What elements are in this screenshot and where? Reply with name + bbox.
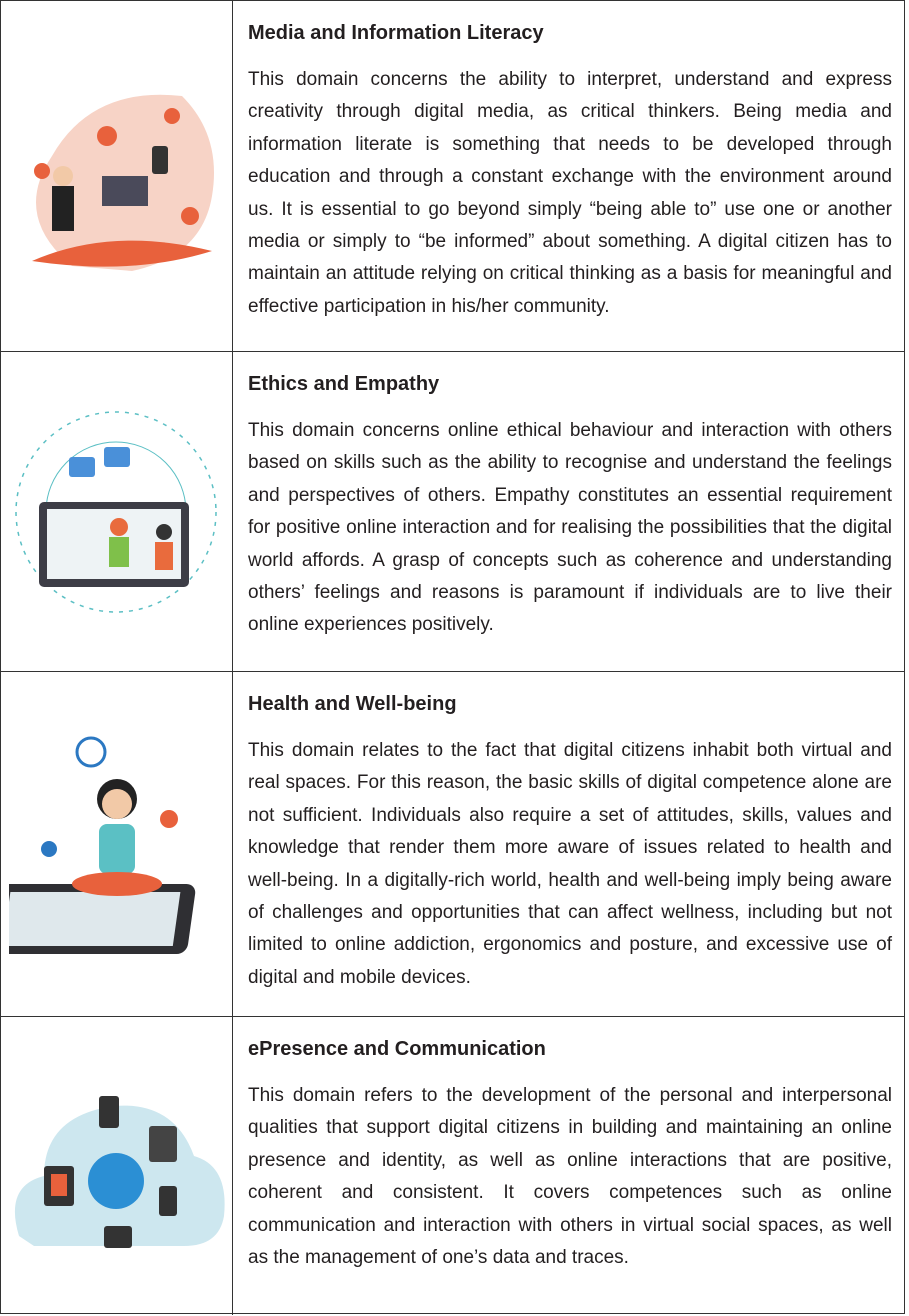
epresence-illustration [14, 1096, 225, 1248]
laptop [101, 176, 148, 206]
illustration-cell [1, 352, 233, 671]
domain-text: This domain concerns the ability to inte… [248, 69, 892, 317]
icon [180, 207, 199, 225]
globe [88, 1153, 144, 1209]
bubble [104, 446, 130, 467]
icon [96, 126, 117, 146]
phone [99, 1096, 119, 1128]
table-row: ePresence and Communication This domain … [1, 1017, 904, 1315]
tablet-screen [9, 892, 181, 946]
illustration-cell [1, 1, 233, 351]
domain-title: Health and Well-being [248, 693, 457, 715]
person [51, 186, 74, 231]
person [109, 536, 129, 567]
domain-title: ePresence and Communication [248, 1038, 546, 1060]
person-head [110, 517, 128, 536]
table-row: Media and Information Literacy This doma… [1, 1, 904, 352]
person-head [102, 789, 132, 819]
text-cell: Media and Information Literacy This doma… [233, 1, 904, 351]
clock [75, 736, 107, 768]
phone [104, 1226, 132, 1248]
domain-title: Media and Information Literacy [248, 22, 544, 44]
legs [72, 872, 162, 896]
health-illustration [9, 736, 196, 954]
icon [33, 163, 50, 179]
icon [41, 841, 57, 857]
person-head [156, 523, 172, 540]
phone [159, 1186, 177, 1216]
bubble [69, 456, 95, 477]
wave [31, 240, 212, 267]
ethics-illustration [15, 410, 217, 613]
domain-text: This domain relates to the fact that dig… [248, 740, 892, 988]
domain-text: This domain concerns online ethical beha… [248, 420, 892, 636]
media-illustration [31, 94, 214, 271]
table-row: Ethics and Empathy This domain concerns … [1, 352, 904, 672]
icon [160, 810, 178, 828]
person [155, 541, 173, 570]
person [99, 824, 135, 874]
tablet [149, 1126, 177, 1162]
illustration-cell [1, 1017, 233, 1315]
network [15, 410, 217, 613]
text-cell: ePresence and Communication This domain … [233, 1017, 904, 1315]
text-cell: Health and Well-being This domain relate… [233, 672, 904, 1016]
domain-text: This domain refers to the development of… [248, 1085, 892, 1269]
icon [163, 108, 180, 124]
phone [151, 146, 168, 174]
person-head [52, 166, 73, 186]
table-row: Health and Well-being This domain relate… [1, 672, 904, 1017]
tablet-screen [51, 1174, 67, 1196]
text-cell: Ethics and Empathy This domain concerns … [233, 352, 904, 671]
illustration-cell [1, 672, 233, 1016]
domain-title: Ethics and Empathy [248, 373, 440, 395]
